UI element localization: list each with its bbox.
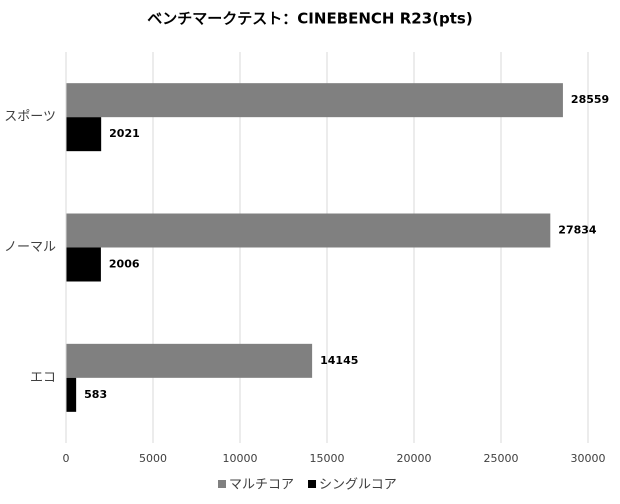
data-label: 2021: [109, 127, 140, 140]
y-tick-label: スポーツ: [4, 110, 56, 125]
bar: [66, 377, 77, 412]
y-tick-label: エコ: [30, 370, 56, 385]
x-tick-label: 5000: [139, 452, 167, 465]
chart-title: ベンチマークテスト：CINEBENCH R23(pts): [147, 10, 472, 28]
bar: [66, 117, 102, 152]
legend-swatch: [218, 480, 226, 488]
bar: [66, 83, 563, 118]
legend-swatch: [308, 480, 317, 488]
x-tick-label: 30000: [571, 452, 606, 465]
x-tick-label: 25000: [484, 452, 519, 465]
legend-label: マルチコア: [229, 478, 294, 493]
legend-label: シングルコア: [319, 478, 397, 493]
x-tick-label: 15000: [310, 452, 345, 465]
data-label: 28559: [571, 93, 609, 106]
x-tick-label: 20000: [397, 452, 432, 465]
data-label: 2006: [109, 258, 140, 271]
bar: [66, 247, 101, 282]
data-label: 14145: [320, 354, 358, 367]
y-tick-label: ノーマル: [4, 240, 56, 255]
data-label: 583: [84, 388, 107, 401]
data-label: 27834: [558, 224, 597, 237]
x-tick-label: 0: [63, 452, 70, 465]
bar: [66, 213, 551, 248]
bar: [66, 343, 313, 378]
x-tick-label: 10000: [223, 452, 258, 465]
